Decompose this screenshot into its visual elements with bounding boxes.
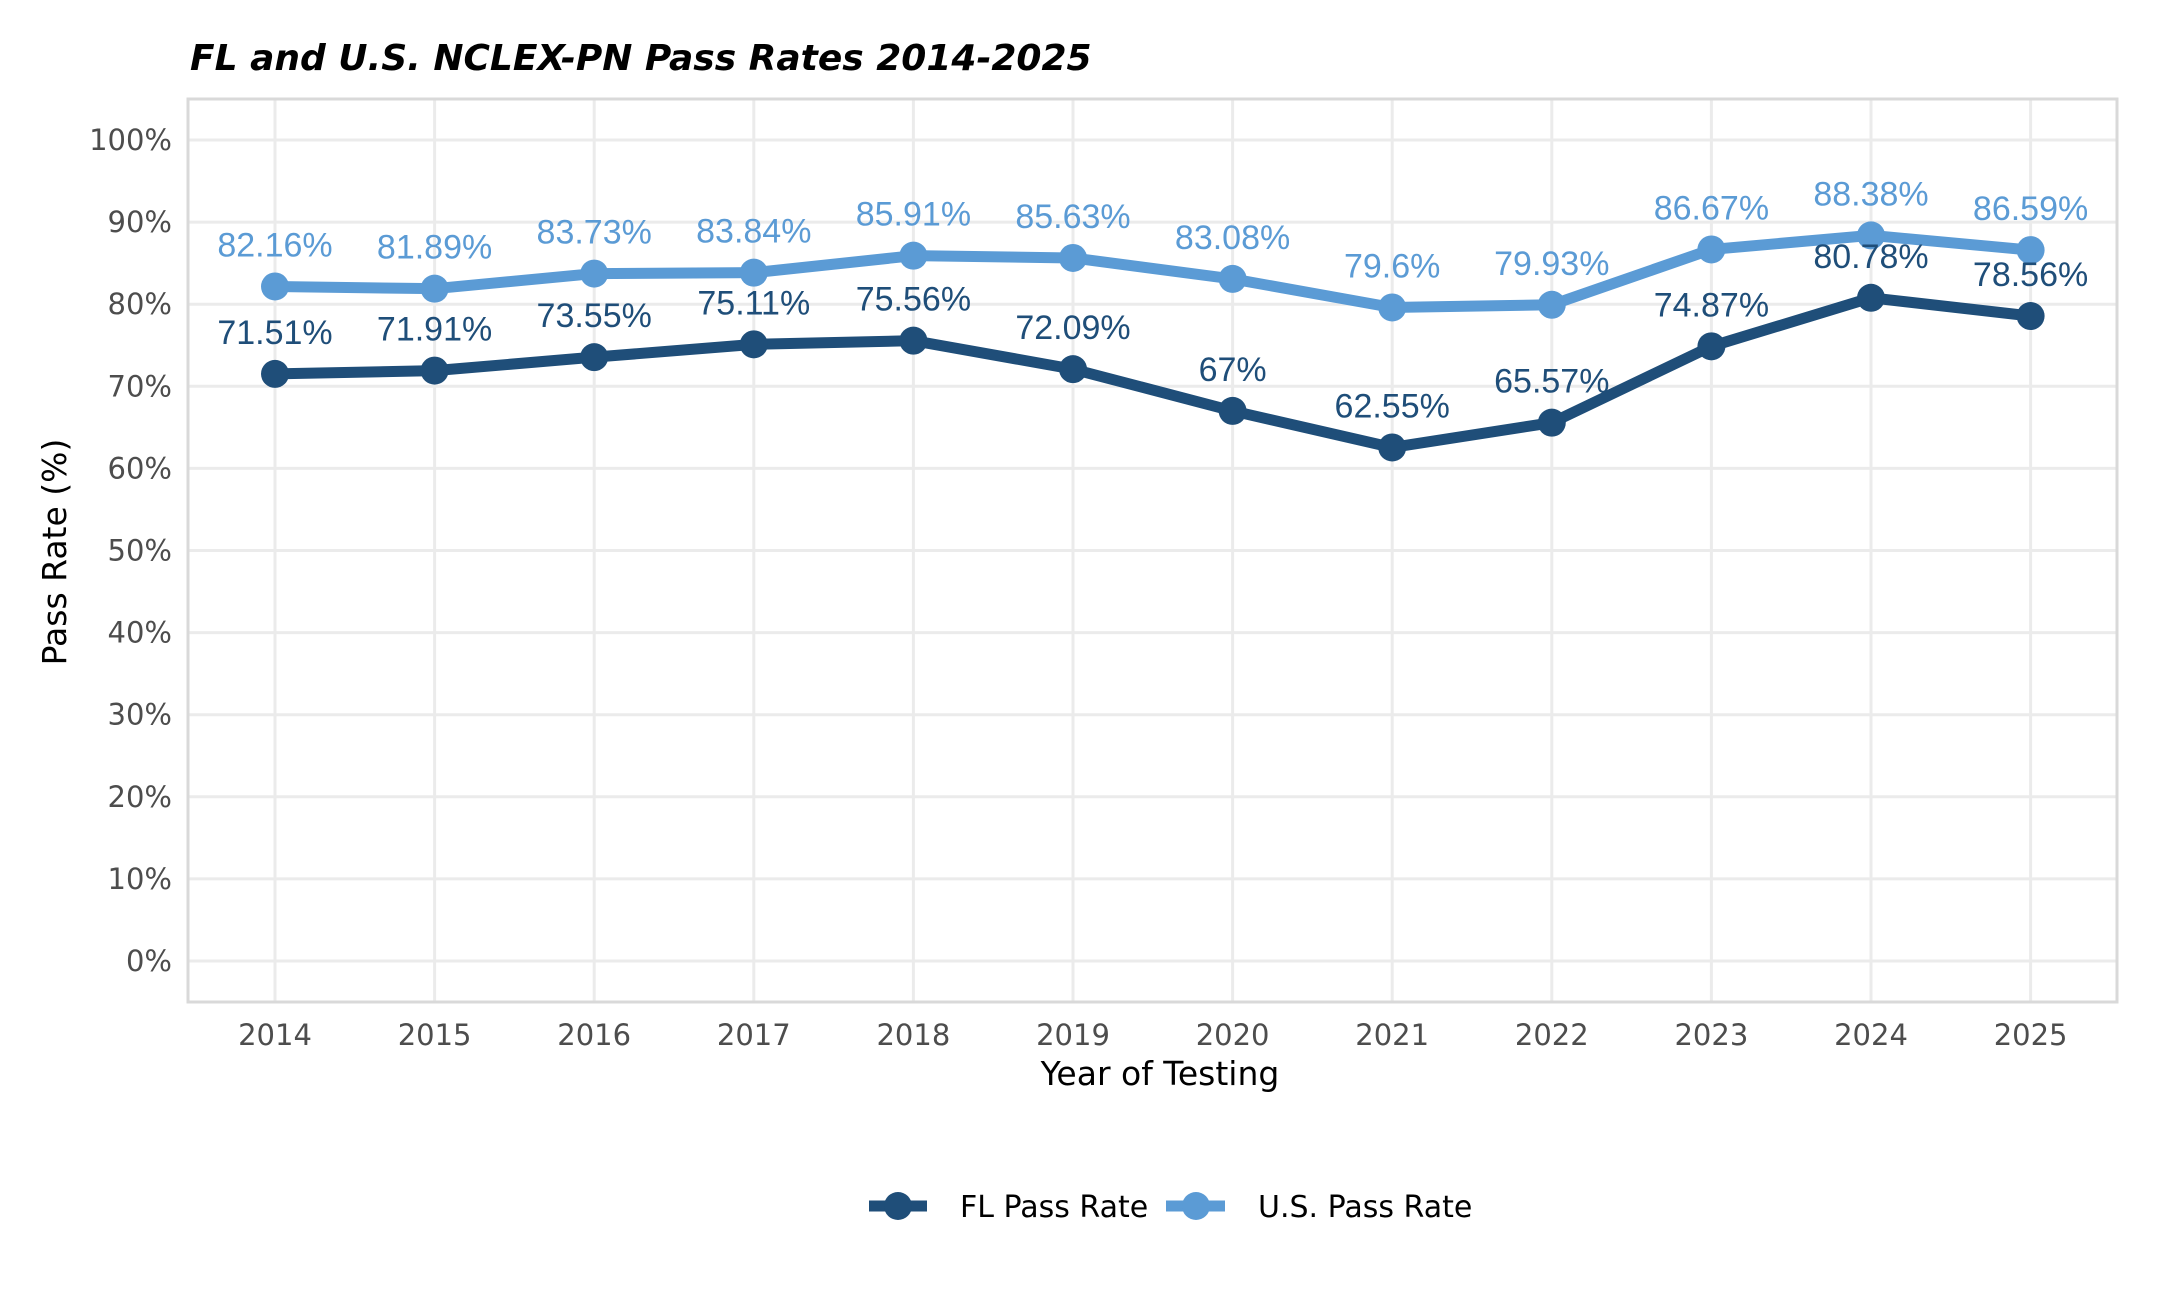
data-point-fl[interactable] bbox=[899, 326, 928, 355]
data-point-fl[interactable] bbox=[580, 343, 609, 372]
data-label-fl: 62.55% bbox=[1335, 387, 1450, 425]
data-point-us[interactable] bbox=[1059, 243, 1087, 272]
chart-title: FL and U.S. NCLEX-PN Pass Rates 2014-202… bbox=[190, 38, 1092, 79]
y-tick-label: 10% bbox=[108, 862, 172, 896]
x-tick-label: 2016 bbox=[557, 1018, 631, 1052]
data-label-us: 85.63% bbox=[1015, 198, 1130, 236]
data-labels: 71.51% 71.91% 73.55% 75.11% 75.56% 72.09% 67% 6… bbox=[217, 175, 2088, 425]
y-tick-label: 40% bbox=[108, 616, 172, 650]
data-point-fl[interactable] bbox=[739, 330, 768, 359]
data-label-fl: 80.78% bbox=[1813, 238, 1928, 276]
data-label-us: 85.91% bbox=[856, 196, 971, 234]
legend: FL Pass Rate U.S. Pass Rate bbox=[869, 1190, 1472, 1225]
data-label-us: 86.59% bbox=[1973, 190, 2088, 228]
data-label-us: 83.08% bbox=[1175, 219, 1290, 257]
plot-frame bbox=[186, 97, 2119, 1004]
data-point-us[interactable] bbox=[1857, 221, 1885, 250]
data-label-fl: 74.87% bbox=[1654, 286, 1769, 324]
y-tick-label: 50% bbox=[108, 534, 172, 568]
data-label-fl: 71.51% bbox=[217, 314, 332, 352]
data-label-fl: 75.56% bbox=[856, 281, 971, 319]
y-axis-title: Pass Rate (%) bbox=[35, 439, 74, 666]
data-point-fl[interactable] bbox=[1378, 433, 1407, 462]
grid bbox=[188, 99, 2117, 1002]
legend-us-label: U.S. Pass Rate bbox=[1258, 1190, 1472, 1225]
y-tick-label: 100% bbox=[89, 123, 172, 157]
data-label-fl: 78.56% bbox=[1973, 256, 2088, 294]
data-label-fl: 67% bbox=[1199, 351, 1267, 389]
legend-us-marker-icon bbox=[1182, 1192, 1210, 1220]
y-tick-label: 0% bbox=[126, 944, 172, 978]
data-label-us: 79.93% bbox=[1494, 245, 1609, 283]
data-label-fl: 71.91% bbox=[377, 311, 492, 349]
data-point-fl[interactable] bbox=[1537, 408, 1566, 437]
data-point-us[interactable] bbox=[2016, 236, 2045, 265]
data-point-fl[interactable] bbox=[1857, 283, 1885, 312]
y-tick-label: 80% bbox=[108, 287, 172, 321]
x-tick-label: 2015 bbox=[398, 1018, 472, 1052]
data-point-us[interactable] bbox=[1378, 293, 1407, 322]
y-axis-ticks: 0% 10% 20% 30% 40% 50% 60% 70% 80% 90% 100% bbox=[89, 123, 172, 978]
x-tick-label: 2025 bbox=[1994, 1018, 2068, 1052]
x-axis-title: Year of Testing bbox=[1040, 1054, 1280, 1093]
data-point-fl[interactable] bbox=[420, 356, 449, 385]
legend-fl-label: FL Pass Rate bbox=[960, 1190, 1148, 1225]
series-us bbox=[261, 221, 2045, 322]
data-label-us: 86.67% bbox=[1654, 189, 1769, 227]
data-label-us: 88.38% bbox=[1813, 175, 1928, 213]
legend-fl-marker-icon bbox=[884, 1192, 912, 1220]
x-tick-label: 2024 bbox=[1834, 1018, 1908, 1052]
x-axis-ticks: 2014 2015 2016 2017 2018 2019 2020 2021 2022 2023… bbox=[238, 1018, 2067, 1052]
data-point-fl[interactable] bbox=[1059, 355, 1087, 384]
legend-item-fl[interactable]: FL Pass Rate bbox=[869, 1190, 1148, 1225]
data-label-us: 81.89% bbox=[377, 229, 492, 267]
data-label-us: 79.6% bbox=[1344, 247, 1440, 285]
data-label-fl: 72.09% bbox=[1015, 309, 1130, 347]
y-tick-label: 90% bbox=[108, 205, 172, 239]
series-line-fl bbox=[274, 292, 2032, 453]
data-point-fl[interactable] bbox=[2016, 302, 2045, 331]
legend-item-us[interactable]: U.S. Pass Rate bbox=[1166, 1190, 1472, 1225]
data-label-fl: 75.11% bbox=[697, 284, 810, 322]
x-tick-label: 2022 bbox=[1515, 1018, 1589, 1052]
data-point-fl[interactable] bbox=[1218, 396, 1247, 425]
x-tick-label: 2021 bbox=[1355, 1018, 1429, 1052]
data-label-fl: 65.57% bbox=[1494, 363, 1609, 401]
x-tick-label: 2020 bbox=[1196, 1018, 1270, 1052]
data-point-us[interactable] bbox=[1218, 264, 1247, 293]
data-point-us[interactable] bbox=[420, 274, 449, 303]
x-tick-label: 2019 bbox=[1036, 1018, 1110, 1052]
y-tick-label: 20% bbox=[108, 780, 172, 814]
data-point-fl[interactable] bbox=[1697, 332, 1726, 361]
y-tick-label: 60% bbox=[108, 451, 172, 485]
series-line-us bbox=[274, 229, 2032, 313]
series-fl bbox=[261, 283, 2045, 462]
data-point-us[interactable] bbox=[739, 258, 768, 287]
x-tick-label: 2017 bbox=[717, 1018, 791, 1052]
y-tick-label: 70% bbox=[108, 369, 172, 403]
data-label-us: 82.16% bbox=[217, 226, 332, 264]
data-label-us: 83.84% bbox=[696, 213, 811, 251]
data-point-us[interactable] bbox=[1697, 235, 1726, 264]
data-point-us[interactable] bbox=[899, 241, 928, 270]
y-tick-label: 30% bbox=[108, 698, 172, 732]
x-tick-label: 2018 bbox=[876, 1018, 950, 1052]
x-tick-label: 2014 bbox=[238, 1018, 312, 1052]
data-point-fl[interactable] bbox=[261, 359, 289, 388]
data-point-us[interactable] bbox=[580, 259, 609, 288]
data-point-us[interactable] bbox=[261, 272, 289, 301]
data-label-us: 83.73% bbox=[537, 214, 652, 252]
series bbox=[261, 221, 2045, 462]
x-tick-label: 2023 bbox=[1674, 1018, 1748, 1052]
data-label-fl: 73.55% bbox=[537, 297, 652, 335]
data-point-us[interactable] bbox=[1537, 290, 1566, 319]
